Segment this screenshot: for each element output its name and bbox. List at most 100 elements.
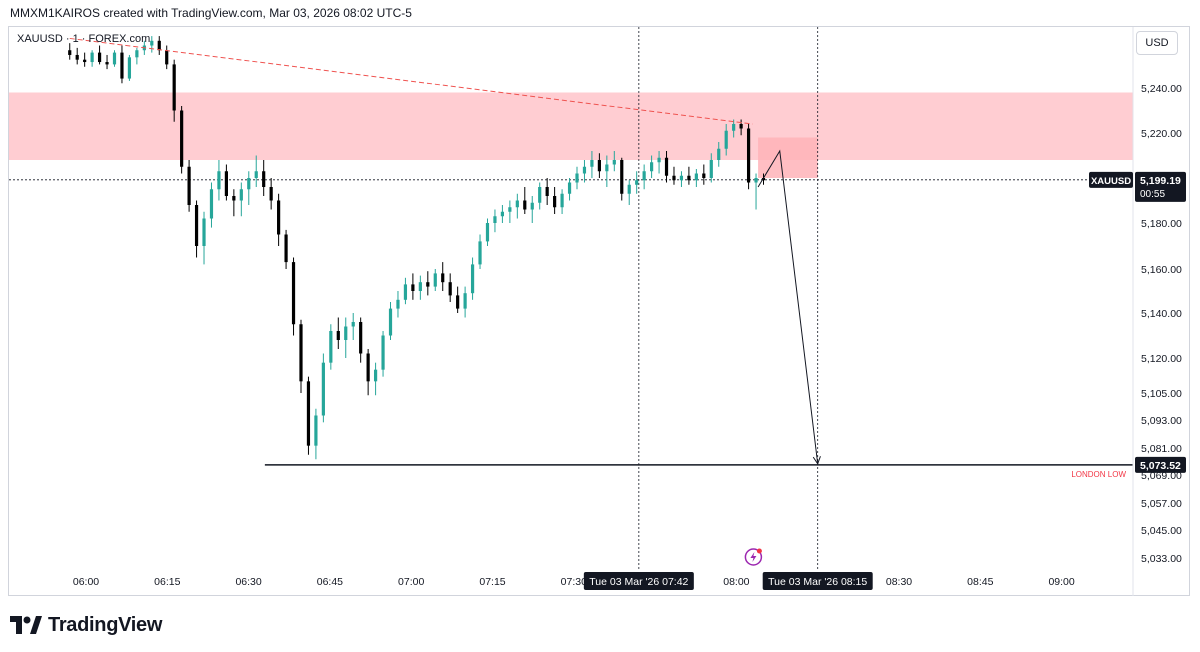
candle-body[interactable] xyxy=(515,200,519,208)
candle-body[interactable] xyxy=(448,282,452,296)
candle-body[interactable] xyxy=(627,184,631,194)
candle-body[interactable] xyxy=(180,110,184,167)
candle-body[interactable] xyxy=(150,40,154,46)
candle-body[interactable] xyxy=(351,322,355,327)
candle-body[interactable] xyxy=(209,189,214,219)
candle-body[interactable] xyxy=(441,273,445,283)
candle-body[interactable] xyxy=(575,173,579,183)
candle-body[interactable] xyxy=(329,331,333,363)
candle-body[interactable] xyxy=(187,166,191,205)
trendline[interactable] xyxy=(69,37,753,125)
candle-body[interactable] xyxy=(172,64,176,111)
candle-body[interactable] xyxy=(664,157,669,176)
projection-path[interactable] xyxy=(757,149,819,464)
candle-body[interactable] xyxy=(381,335,385,370)
candle-body[interactable] xyxy=(344,326,348,341)
candle-body[interactable] xyxy=(217,171,221,190)
candle-body[interactable] xyxy=(470,264,475,294)
candle-body[interactable] xyxy=(388,308,393,336)
candle-body[interactable] xyxy=(224,171,228,196)
candle-body[interactable] xyxy=(687,175,691,181)
candle-body[interactable] xyxy=(508,207,512,212)
candle-body[interactable] xyxy=(739,124,743,129)
candle-body[interactable] xyxy=(284,234,288,263)
candle-body[interactable] xyxy=(463,293,467,309)
candle-body[interactable] xyxy=(620,160,624,194)
candle-body[interactable] xyxy=(396,299,400,309)
symbol-info[interactable]: XAUUSD · 1 · FOREX.com xyxy=(17,33,151,45)
candle-body[interactable] xyxy=(456,295,460,309)
candle-body[interactable] xyxy=(366,353,370,382)
candle-body[interactable] xyxy=(650,162,654,172)
candle-body[interactable] xyxy=(403,284,408,300)
candle-body[interactable] xyxy=(120,52,124,79)
candle-body[interactable] xyxy=(373,369,378,382)
current-price-badge[interactable] xyxy=(1135,171,1186,202)
candle-body[interactable] xyxy=(553,196,557,208)
candle-body[interactable] xyxy=(493,216,497,223)
candle-body[interactable] xyxy=(291,262,296,325)
candle-body[interactable] xyxy=(597,160,601,172)
candle-body[interactable] xyxy=(194,205,199,246)
candle-body[interactable] xyxy=(717,148,721,160)
candle-body[interactable] xyxy=(500,211,505,217)
candle-body[interactable] xyxy=(567,182,572,194)
candle-body[interactable] xyxy=(157,40,161,51)
candle-body[interactable] xyxy=(694,173,698,181)
candle-body[interactable] xyxy=(112,52,117,65)
candle-body[interactable] xyxy=(68,50,72,55)
candle-body[interactable] xyxy=(314,415,318,446)
candle-body[interactable] xyxy=(635,180,639,185)
candle-body[interactable] xyxy=(247,178,251,190)
candle-body[interactable] xyxy=(135,50,139,58)
candle-body[interactable] xyxy=(709,160,713,178)
candle-body[interactable] xyxy=(612,160,616,165)
candle-body[interactable] xyxy=(165,50,169,65)
candle-body[interactable] xyxy=(605,164,609,172)
candle-body[interactable] xyxy=(761,178,766,181)
candle-body[interactable] xyxy=(485,223,490,242)
candle-body[interactable] xyxy=(299,324,303,382)
london-low-price-badge[interactable] xyxy=(1135,456,1186,473)
candle-body[interactable] xyxy=(411,284,415,291)
candle-body[interactable] xyxy=(321,362,325,416)
candle-body[interactable] xyxy=(582,166,587,174)
candle-body[interactable] xyxy=(538,187,542,203)
candle-body[interactable] xyxy=(545,187,549,196)
candle-body[interactable] xyxy=(657,157,661,163)
candle-body[interactable] xyxy=(702,173,706,179)
candle-body[interactable] xyxy=(127,57,132,79)
candle-body[interactable] xyxy=(478,241,482,265)
candle-body[interactable] xyxy=(269,187,273,201)
candle-body[interactable] xyxy=(239,189,243,201)
candle-body[interactable] xyxy=(202,218,206,247)
candle-body[interactable] xyxy=(97,52,102,63)
candle-body[interactable] xyxy=(672,175,676,181)
candle-body[interactable] xyxy=(262,171,266,187)
supply-zone[interactable] xyxy=(9,92,1133,161)
candle-body[interactable] xyxy=(359,322,363,354)
candle-body[interactable] xyxy=(418,282,422,291)
candle-body[interactable] xyxy=(754,178,758,183)
candle-body[interactable] xyxy=(254,171,258,178)
candle-body[interactable] xyxy=(523,200,527,210)
currency-button[interactable]: USD xyxy=(1136,31,1178,55)
candle-body[interactable] xyxy=(426,282,430,287)
candle-body[interactable] xyxy=(732,124,736,131)
candle-body[interactable] xyxy=(724,130,728,149)
candle-body[interactable] xyxy=(560,193,564,208)
lightning-event-icon[interactable] xyxy=(744,548,763,566)
candle-body[interactable] xyxy=(590,160,594,167)
candle-body[interactable] xyxy=(679,175,684,181)
candle-body[interactable] xyxy=(642,171,646,181)
candle-body[interactable] xyxy=(306,381,311,446)
candle-body[interactable] xyxy=(232,196,236,201)
candle-body[interactable] xyxy=(746,128,751,183)
candle-body[interactable] xyxy=(336,331,340,340)
candle-body[interactable] xyxy=(90,52,94,63)
candle-body[interactable] xyxy=(105,62,109,65)
candle-body[interactable] xyxy=(277,200,281,235)
candle-body[interactable] xyxy=(530,202,534,210)
candle-body[interactable] xyxy=(433,273,437,287)
